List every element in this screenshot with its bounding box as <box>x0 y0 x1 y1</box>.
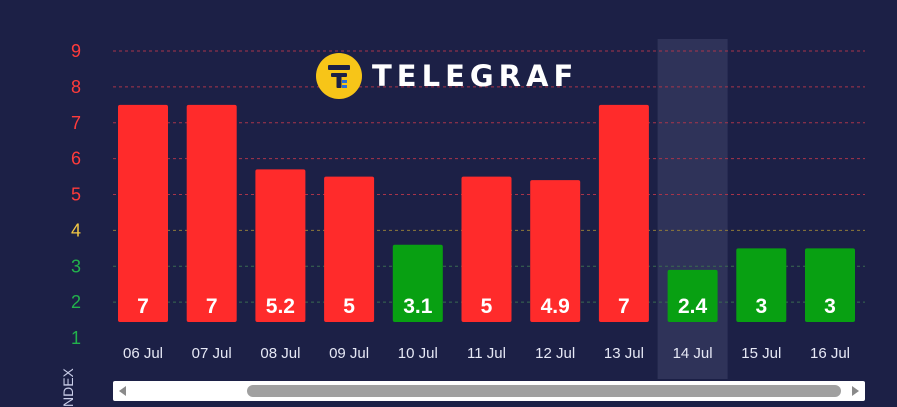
x-tick-label: 09 Jul <box>329 345 369 362</box>
bars <box>118 104 855 322</box>
data-label: 5 <box>343 295 355 318</box>
data-label: 7 <box>618 295 630 318</box>
data-label: 4.9 <box>541 295 570 318</box>
bar[interactable] <box>324 176 375 322</box>
y-tick-label: 2 <box>71 292 81 312</box>
bar[interactable] <box>392 244 443 322</box>
data-label: 5.2 <box>266 295 295 318</box>
y-tick-label: 4 <box>71 220 81 240</box>
x-tick-label: 15 Jul <box>741 345 781 362</box>
data-label: 3.1 <box>403 295 433 318</box>
telegraf-t-icon <box>316 53 362 99</box>
bar[interactable] <box>530 180 581 322</box>
y-axis-title: NDEX <box>60 368 76 407</box>
x-tick-label: 13 Jul <box>604 345 644 362</box>
x-tick-label: 16 Jul <box>810 345 850 362</box>
data-label: 7 <box>206 295 218 318</box>
horizontal-scrollbar[interactable] <box>113 381 865 401</box>
scroll-left-icon[interactable] <box>119 386 126 396</box>
data-label: 3 <box>824 295 836 318</box>
bar[interactable] <box>805 248 855 322</box>
y-tick-label: 5 <box>71 185 81 205</box>
highlight-band <box>657 39 728 379</box>
bar[interactable] <box>667 269 718 322</box>
scroll-thumb[interactable] <box>247 385 841 397</box>
x-tick-label: 08 Jul <box>260 345 300 362</box>
y-tick-label: 1 <box>71 328 81 348</box>
bar[interactable] <box>736 248 787 322</box>
x-tick-label: 14 Jul <box>673 345 713 362</box>
x-tick-label: 11 Jul <box>467 345 506 362</box>
brand-name: TELEGRAF <box>372 59 579 93</box>
bar[interactable] <box>461 176 512 322</box>
data-label: 7 <box>137 295 149 318</box>
value-labels: 7 7 5.2 5 3.1 5 4.9 7 2.4 3 3 <box>137 295 836 318</box>
x-tick-label: 12 Jul <box>535 345 575 362</box>
y-tick-label: 8 <box>71 77 81 97</box>
y-tick-label: 7 <box>71 113 81 133</box>
bar[interactable] <box>118 104 168 322</box>
y-tick-label: 9 <box>71 41 81 61</box>
x-tick-label: 07 Jul <box>192 345 232 362</box>
x-tick-label: 06 Jul <box>123 345 163 362</box>
data-label: 5 <box>481 295 493 318</box>
scroll-right-icon[interactable] <box>852 386 859 396</box>
x-axis-ticks: 06 Jul 07 Jul 08 Jul 09 Jul 10 Jul 11 Jul 12 J… <box>123 345 850 362</box>
bar[interactable] <box>255 169 306 322</box>
x-tick-label: 10 Jul <box>398 345 438 362</box>
data-label: 2.4 <box>678 295 708 318</box>
y-axis-ticks: 1 2 3 4 5 6 7 8 9 <box>71 41 81 348</box>
telegraf-logo: TELEGRAF <box>316 53 578 99</box>
data-label: 3 <box>755 295 767 318</box>
bar[interactable] <box>598 104 649 322</box>
y-tick-label: 6 <box>71 149 81 169</box>
y-tick-label: 3 <box>71 256 81 276</box>
bar[interactable] <box>186 104 237 322</box>
